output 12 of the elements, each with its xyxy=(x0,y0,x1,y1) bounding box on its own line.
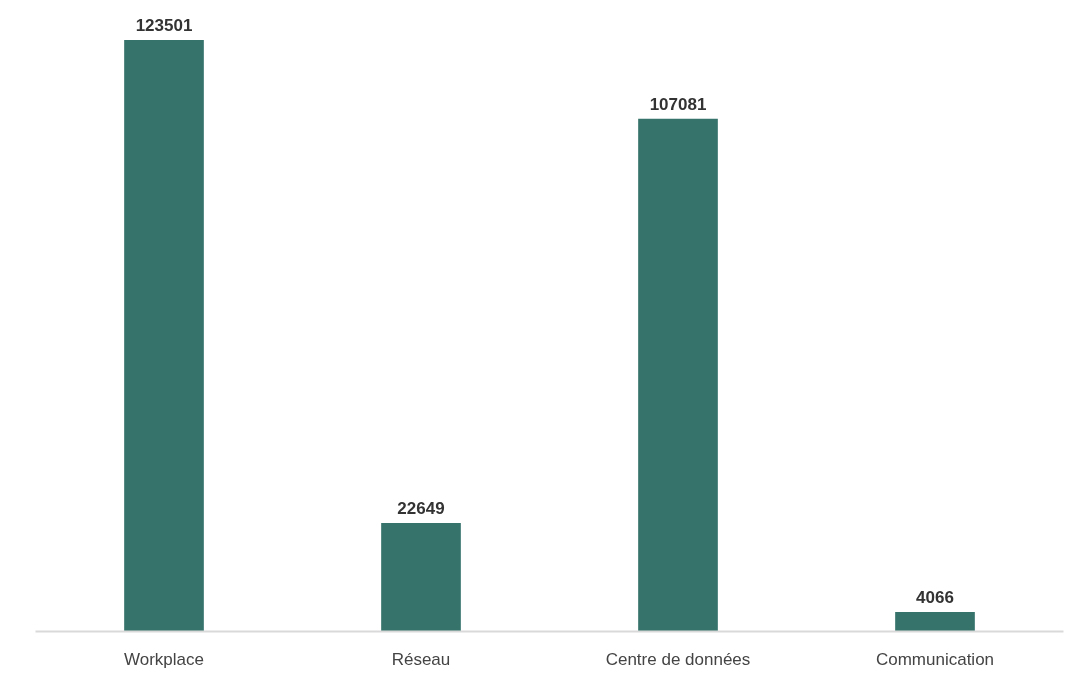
data-label: 4066 xyxy=(916,588,954,608)
x-tick-label: Réseau xyxy=(391,649,451,669)
bar xyxy=(638,118,718,632)
x-tick-label: Centre de données xyxy=(605,649,751,669)
data-label: 22649 xyxy=(397,499,445,519)
bar xyxy=(124,40,204,632)
bar xyxy=(381,523,461,632)
data-label: 123501 xyxy=(135,16,193,36)
data-label: 107081 xyxy=(649,94,707,114)
bar xyxy=(895,612,975,632)
x-tick-label: Communication xyxy=(875,649,995,669)
x-tick-label: Workplace xyxy=(124,649,204,669)
